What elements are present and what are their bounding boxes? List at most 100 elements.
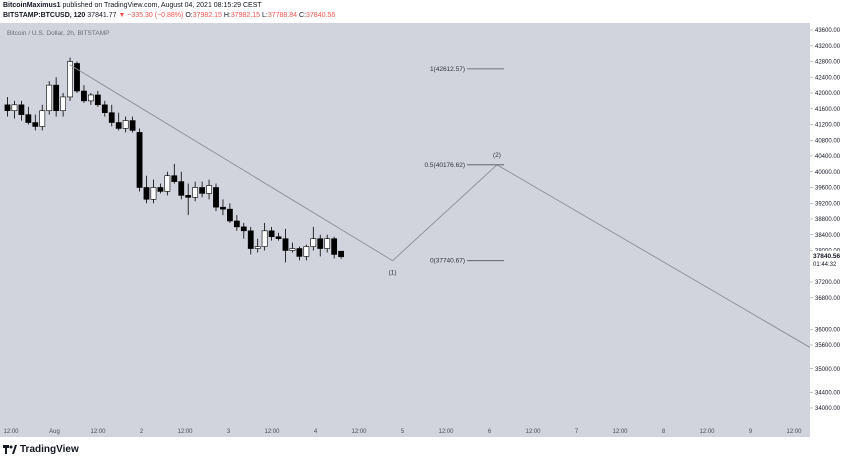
close-label: C: <box>299 12 307 19</box>
time-tick-label: 12:00 <box>90 429 106 435</box>
time-tick-label: 5 <box>401 429 405 435</box>
candle-body <box>115 122 122 129</box>
time-tick-label: 12:00 <box>177 429 193 435</box>
published-text: published on TradingView.com, August 04,… <box>62 2 262 9</box>
price-tag-value: 37840.56 <box>813 253 840 260</box>
tradingview-logo-icon <box>3 444 17 454</box>
candle-body <box>282 238 289 251</box>
candle-body <box>268 230 275 238</box>
time-tick-label: Aug <box>49 429 60 435</box>
price-tick-label: 34000.00 <box>815 406 841 412</box>
candle-body <box>94 94 101 106</box>
price-tick-label: 40000.00 <box>815 170 841 176</box>
time-tick-label: 12:00 <box>699 429 715 435</box>
time-tick-label: 7 <box>575 429 579 435</box>
candle-body <box>185 195 192 198</box>
price-tag-bg <box>810 250 850 268</box>
fib-level-label: 1(42612.57) <box>430 66 465 73</box>
price-tick-label: 42400.00 <box>815 75 841 81</box>
candle-body <box>192 187 199 198</box>
time-tick-label: 6 <box>488 429 492 435</box>
chart-pane[interactable]: Bitcoin / U.S. Dollar, 2h, BITSTAMP 1(42… <box>0 23 810 437</box>
time-tick-label: 12:00 <box>264 429 280 435</box>
price-tick-label: 38800.00 <box>815 217 841 223</box>
price-tick-label: 37200.00 <box>815 280 841 286</box>
price-tick-label: 39200.00 <box>815 201 841 207</box>
time-axis[interactable]: 12:00 Aug 12:00 2 12:00 3 12:00 4 12:00 5 12:00 6 12… <box>0 425 850 437</box>
price-plot[interactable]: Bitcoin / U.S. Dollar, 2h, BITSTAMP 1(42… <box>0 23 810 437</box>
candle-body <box>11 104 18 112</box>
candle-body <box>233 220 240 228</box>
price-tick-label: 40400.00 <box>815 154 841 160</box>
candle-body <box>247 230 254 249</box>
price-tick-label: 39600.00 <box>815 186 841 192</box>
candle-body <box>240 226 247 232</box>
price-axis[interactable]: 34000.00 34400.00 35000.00 35600.00 36000.00… <box>779 23 850 437</box>
candle-body <box>206 185 212 194</box>
author-name: BitcoinMaximus1 <box>3 2 61 9</box>
price-tick-label: 34400.00 <box>815 390 841 396</box>
price-tag-countdown: 01:44:32 <box>813 262 837 268</box>
brand-name: TradingView <box>20 443 79 455</box>
candle-body <box>136 132 143 188</box>
price-tick-label: 43600.00 <box>815 28 841 34</box>
candle-body <box>122 120 129 129</box>
chart-title: Bitcoin / U.S. Dollar, 2h, BITSTAMP <box>7 30 109 37</box>
candle-body <box>67 61 73 98</box>
candle-body <box>143 187 150 200</box>
fib-level-label: 0.5(40176.62) <box>425 162 465 169</box>
candle-body <box>18 104 25 115</box>
price-axis-svg[interactable]: 34000.00 34400.00 35000.00 35600.00 36000.00… <box>779 23 850 437</box>
fib-level-label: 0(37740.67) <box>430 258 465 265</box>
candle-body <box>53 84 60 112</box>
candle-body <box>331 238 338 255</box>
high-label: H: <box>223 12 231 19</box>
candle-body <box>129 120 136 131</box>
candle-body <box>227 208 233 222</box>
candle-body <box>303 246 310 257</box>
price-tick-label: 41600.00 <box>815 107 841 113</box>
time-tick-label: 4 <box>314 429 318 435</box>
publish-info: BitcoinMaximus1 published on TradingView… <box>3 2 262 9</box>
candle-body <box>324 238 331 249</box>
candle-body <box>213 187 219 208</box>
candle-body <box>338 250 344 258</box>
candle-body <box>74 63 80 92</box>
time-tick-label: 12:00 <box>525 429 541 435</box>
candle-body <box>25 114 32 123</box>
candle-body <box>39 110 46 127</box>
price-tick-label: 35000.00 <box>815 367 841 373</box>
candle-body <box>178 181 185 196</box>
candle-body <box>171 175 178 182</box>
candle-body <box>220 206 226 210</box>
candle-body <box>317 238 324 249</box>
price-tick-label: 38400.00 <box>815 233 841 239</box>
candle-body <box>4 104 11 112</box>
time-tick-label: 12:00 <box>438 429 454 435</box>
ohlc-legend: BITSTAMP:BTCUSD, 120 37841.77 ▼ −335.30 … <box>3 12 335 19</box>
candle-body <box>261 230 268 247</box>
candle-body <box>46 84 53 112</box>
candle-body <box>157 187 164 192</box>
candle-body <box>88 94 94 102</box>
price-tick-label: 36800.00 <box>815 296 841 302</box>
time-tick-label: 2 <box>140 429 144 435</box>
low-label: L: <box>262 12 268 19</box>
candle-body <box>150 187 157 200</box>
close-value: 37840.56 <box>306 12 336 19</box>
candle-body <box>275 236 282 239</box>
high-value: 37982.15 <box>230 12 261 19</box>
price-tick-label: 42800.00 <box>815 60 841 66</box>
time-tick-label: 12:00 <box>351 429 367 435</box>
symbol-label: BITSTAMP:BTCUSD, 120 <box>3 12 86 19</box>
price-tick-label: 36000.00 <box>815 327 841 333</box>
time-tick-label: 3 <box>227 429 231 435</box>
open-value: 37982.15 <box>192 12 222 19</box>
candle-body <box>60 96 66 112</box>
candle-body <box>289 248 296 251</box>
last-price: 37841.77 <box>87 12 117 19</box>
time-tick-label: 12:00 <box>612 429 628 435</box>
wave-label: (1) <box>389 270 397 277</box>
candle-body <box>101 104 108 113</box>
price-tick-label: 42000.00 <box>815 91 841 97</box>
